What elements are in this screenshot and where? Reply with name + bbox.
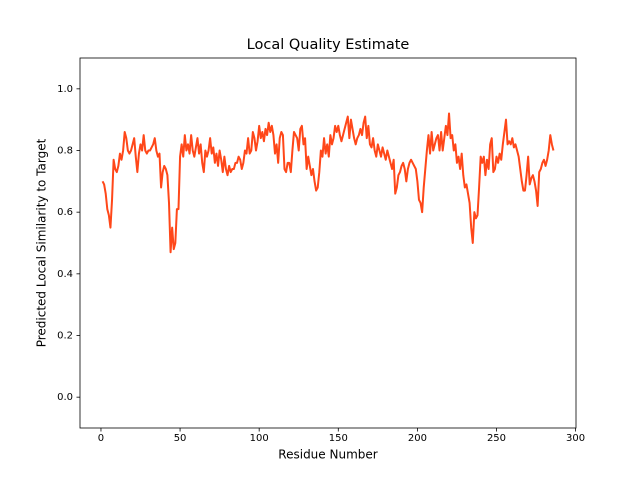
x-tick-label: 250 bbox=[487, 433, 506, 444]
x-tick-label: 0 bbox=[98, 433, 104, 444]
y-tick-label: 1.0 bbox=[57, 84, 73, 95]
plot-frame bbox=[79, 57, 577, 429]
x-tick-label: 200 bbox=[408, 433, 427, 444]
y-tick-label: 0.8 bbox=[57, 146, 73, 157]
x-tick-label: 50 bbox=[174, 433, 187, 444]
y-tick-label: 0.4 bbox=[57, 269, 73, 280]
x-tick-label: 100 bbox=[250, 433, 269, 444]
x-tick-label: 150 bbox=[329, 433, 348, 444]
y-tick-label: 0.2 bbox=[57, 331, 73, 342]
data-line bbox=[101, 112, 555, 254]
y-tick-label: 0.0 bbox=[57, 392, 73, 403]
x-axis-label: Residue Number bbox=[278, 448, 377, 462]
y-axis-label: Predicted Local Similarity to Target bbox=[35, 138, 49, 347]
y-tick-label: 0.6 bbox=[57, 207, 73, 218]
x-tick-label: 300 bbox=[566, 433, 585, 444]
chart-title: Local Quality Estimate bbox=[247, 37, 410, 53]
